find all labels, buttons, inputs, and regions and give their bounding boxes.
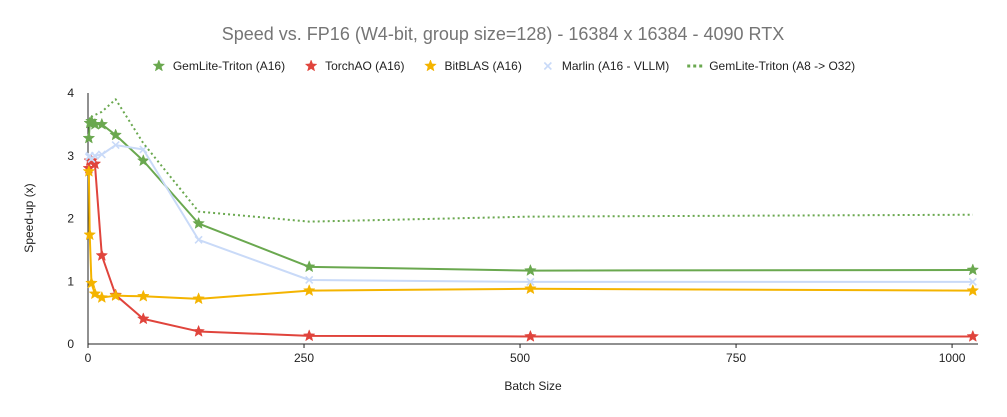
- series-line: [87, 98, 973, 223]
- legend-marker-cross: [543, 61, 552, 71]
- legend-marker-star: [424, 59, 437, 72]
- chart-legend: GemLite-Triton (A16) TorchAO (A16) BitBLAS…: [152, 59, 855, 73]
- data-point-star: [83, 228, 97, 241]
- cross-stroke: [139, 145, 148, 154]
- data-point-star: [192, 292, 205, 305]
- legend-item: TorchAO (A16): [304, 59, 404, 73]
- legend-item: Marlin (A16 - VLLM): [543, 59, 669, 73]
- x-tick-label: 0: [85, 351, 92, 365]
- legend-marker-star: [304, 59, 318, 72]
- cross-stroke: [111, 141, 120, 150]
- x-tick-label: 1000: [939, 351, 966, 365]
- data-point-star: [95, 117, 109, 130]
- data-point-cross: [111, 141, 120, 150]
- x-tick-label: 750: [726, 351, 746, 365]
- chart-title: Speed vs. FP16 (W4-bit, group size=128) …: [222, 24, 784, 44]
- x-axis-ticks: 0 250 500 750 1000: [85, 344, 966, 365]
- legend-item: BitBLAS (A16): [424, 59, 522, 73]
- data-point-cross: [97, 150, 106, 159]
- data-point-star: [136, 289, 150, 302]
- data-point-cross: [968, 277, 977, 286]
- data-point-star: [136, 154, 150, 167]
- cross-stroke: [305, 275, 314, 285]
- data-point-star: [302, 260, 316, 273]
- data-point-cross: [90, 151, 99, 160]
- data-point-star: [95, 248, 109, 261]
- series-layer: [82, 98, 980, 342]
- cross-stroke: [194, 235, 203, 244]
- data-point-star: [302, 283, 316, 297]
- legend-label: GemLite-Triton (A8 -> O32): [709, 59, 855, 73]
- data-point-star: [524, 282, 537, 295]
- data-point-star: [966, 283, 980, 297]
- plot-area: [87, 93, 978, 345]
- data-point-star: [966, 263, 980, 276]
- y-tick-label: 0: [67, 337, 74, 351]
- y-tick-label: 2: [67, 212, 74, 226]
- data-point-cross: [139, 145, 148, 154]
- series-3: [84, 141, 977, 286]
- x-tick-label: 500: [510, 351, 530, 365]
- legend-label: BitBLAS (A16): [444, 59, 521, 73]
- series-4: [87, 98, 973, 223]
- data-point-star: [136, 312, 150, 325]
- data-point-cross: [305, 275, 314, 285]
- series-0: [82, 114, 980, 276]
- data-point-star: [82, 164, 96, 177]
- data-point-star: [88, 157, 102, 170]
- data-point-cross: [526, 277, 535, 286]
- legend-item: GemLite-Triton (A16): [152, 59, 285, 73]
- data-point-star: [524, 329, 537, 342]
- data-point-star: [85, 276, 98, 289]
- x-axis-label: Batch Size: [504, 379, 562, 393]
- data-point-cross: [194, 235, 203, 244]
- data-point-star: [302, 329, 316, 342]
- data-point-star: [88, 287, 102, 300]
- data-point-star: [966, 329, 980, 342]
- data-point-star: [109, 288, 123, 302]
- legend-label: TorchAO (A16): [325, 59, 404, 73]
- cross-stroke: [97, 150, 106, 159]
- data-point-star: [82, 131, 96, 144]
- data-point-star: [109, 128, 123, 141]
- legend-label: GemLite-Triton (A16): [173, 59, 285, 73]
- legend-item: GemLite-Triton (A8 -> O32): [687, 59, 855, 73]
- y-tick-label: 4: [67, 86, 74, 100]
- cross-stroke: [90, 151, 99, 160]
- legend-label: Marlin (A16 - VLLM): [562, 59, 669, 73]
- series-line: [87, 171, 973, 300]
- series-line: [88, 144, 973, 283]
- series-2: [82, 164, 980, 305]
- x-tick-label: 250: [294, 351, 314, 365]
- data-point-star: [95, 290, 109, 303]
- y-axis-label: Speed-up (x): [22, 183, 36, 252]
- y-tick-label: 1: [67, 274, 74, 288]
- series-1: [82, 154, 980, 342]
- y-tick-label: 3: [67, 149, 74, 163]
- legend-marker-star: [152, 59, 166, 72]
- cross-stroke: [968, 277, 977, 286]
- data-point-star: [524, 263, 537, 276]
- cross-stroke: [526, 277, 535, 286]
- y-axis-ticks: 0 1 2 3 4: [67, 86, 74, 351]
- data-point-star: [192, 324, 205, 337]
- data-point-star: [192, 216, 205, 229]
